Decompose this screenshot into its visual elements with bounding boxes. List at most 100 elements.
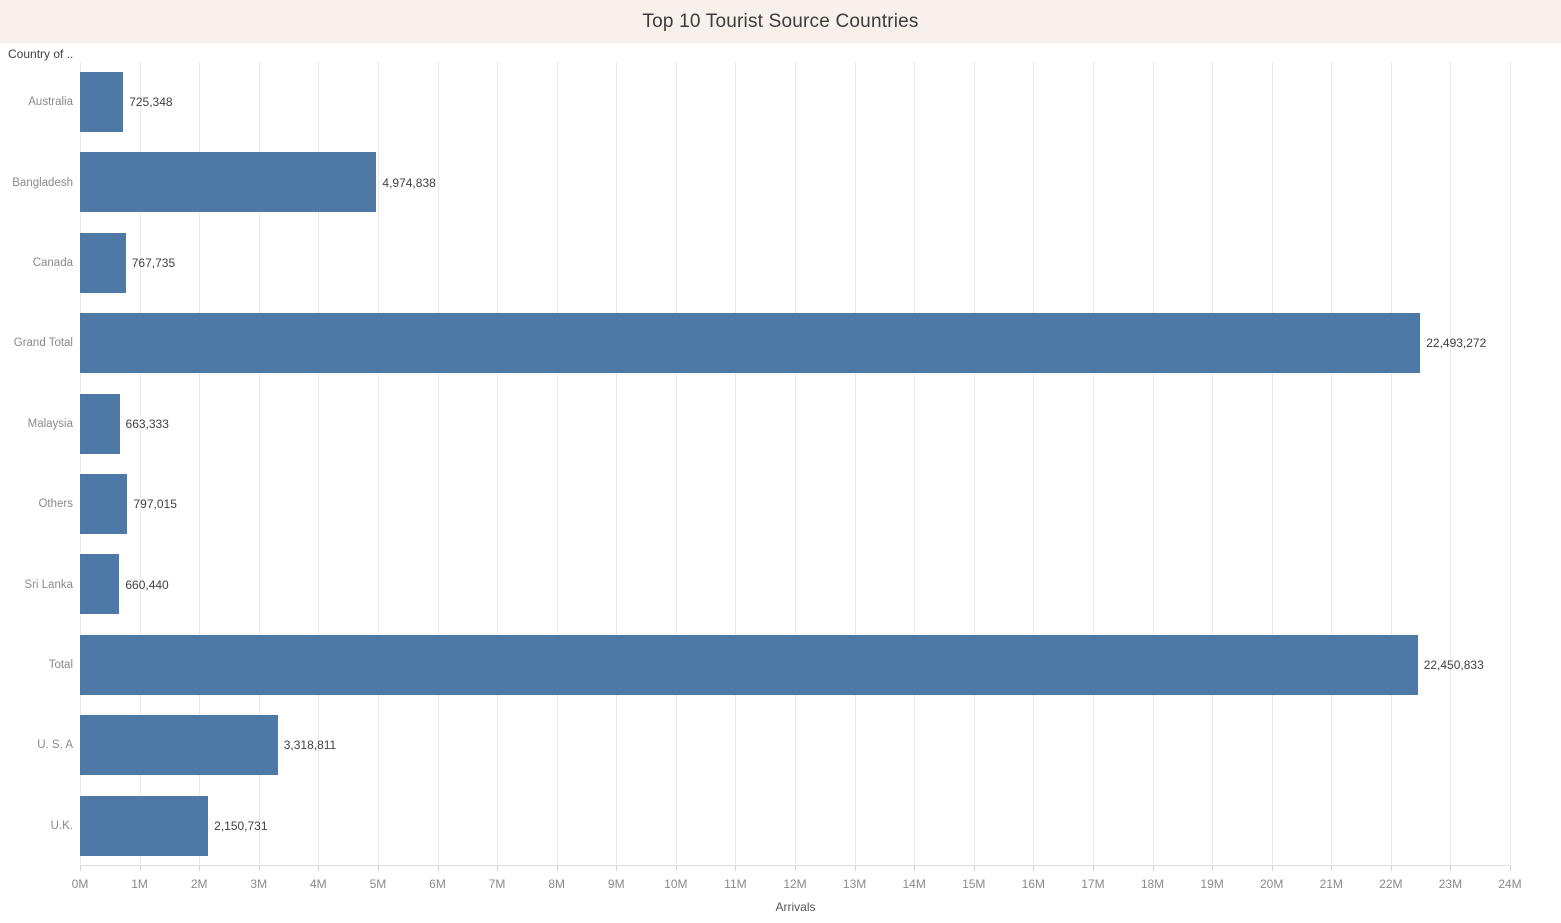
gridline xyxy=(1390,62,1392,865)
value-label: 725,348 xyxy=(129,95,173,110)
bar[interactable] xyxy=(80,554,120,615)
bar-row: U. S. A 3,318,811 xyxy=(37,705,1511,785)
bar[interactable] xyxy=(80,313,1421,374)
axis-tick-mark xyxy=(1152,866,1154,871)
axis-tick-mark xyxy=(1033,866,1035,871)
axis-tick-mark xyxy=(1510,866,1511,871)
x-tick-label: 14M xyxy=(902,877,926,891)
category-label[interactable]: U. S. A xyxy=(37,739,73,752)
bar[interactable] xyxy=(80,72,124,132)
bar[interactable] xyxy=(80,634,1418,695)
x-tick-label: 11M xyxy=(724,877,747,891)
bar[interactable] xyxy=(80,474,128,534)
x-axis-title: Arrivals xyxy=(775,900,816,914)
value-label: 2,150,731 xyxy=(214,818,268,833)
bar-row: Total 22,450,833 xyxy=(49,625,1511,705)
chart-title-bar: Top 10 Tourist Source Countries xyxy=(0,0,1561,43)
axis-tick-mark xyxy=(556,866,558,871)
x-tick-label: 9M xyxy=(607,877,625,891)
x-tick-label: 12M xyxy=(783,877,807,891)
axis-tick-mark xyxy=(199,866,201,871)
x-tick-label: 20M xyxy=(1259,877,1284,891)
x-tick-label: 0M xyxy=(71,877,89,891)
category-label[interactable]: Others xyxy=(38,498,73,511)
value-label: 797,015 xyxy=(133,497,177,512)
gridline xyxy=(616,62,618,865)
axis-tick-mark xyxy=(675,866,677,871)
x-tick-label: 1M xyxy=(131,877,148,891)
gridline xyxy=(1271,62,1273,865)
bar-row: Australia 725,348 xyxy=(28,62,1511,142)
category-label[interactable]: Canada xyxy=(32,256,73,269)
category-label[interactable]: Bangladesh xyxy=(12,176,73,189)
bar-row: Malaysia 663,333 xyxy=(28,384,1511,464)
chart-title: Top 10 Tourist Source Countries xyxy=(642,10,919,32)
gridline xyxy=(437,62,439,865)
x-tick-label: 7M xyxy=(488,877,506,891)
gridline xyxy=(1092,62,1094,865)
bar-row: Grand Total 22,493,272 xyxy=(14,303,1511,383)
gridline xyxy=(973,62,975,865)
axis-tick-mark xyxy=(854,866,856,871)
x-tick-label: 15M xyxy=(962,877,986,891)
category-label[interactable]: U.K. xyxy=(50,819,73,832)
x-tick-label: 21M xyxy=(1319,877,1343,891)
plot-area: Australia 725,348 Bangladesh 4,974,838 Canad… xyxy=(12,62,1511,871)
value-label: 663,333 xyxy=(125,416,169,431)
gridline xyxy=(1450,62,1452,865)
x-tick-label: 16M xyxy=(1021,877,1045,891)
gridline xyxy=(377,62,379,865)
axis-tick-mark xyxy=(1212,866,1214,871)
bar[interactable] xyxy=(80,152,377,213)
axis-tick-mark xyxy=(437,866,439,871)
x-tick-label: 4M xyxy=(309,877,327,891)
bar-row: Sri Lanka 660,440 xyxy=(24,544,1511,624)
x-tick-label: 2M xyxy=(190,877,208,891)
axis-tick-mark xyxy=(914,866,916,871)
gridline xyxy=(199,62,201,865)
x-tick-label: 5M xyxy=(369,877,387,891)
bar[interactable] xyxy=(80,232,126,293)
value-label: 22,450,833 xyxy=(1423,657,1484,672)
axis-tick-mark xyxy=(258,866,260,871)
value-label: 4,974,838 xyxy=(382,175,436,190)
gridline xyxy=(1331,62,1333,865)
axis-tick-mark xyxy=(1271,866,1273,871)
bar[interactable] xyxy=(80,393,120,454)
bar-row: Others 797,015 xyxy=(38,464,1511,544)
axis-tick-mark xyxy=(973,866,975,871)
gridline xyxy=(80,62,81,865)
value-label: 3,318,811 xyxy=(283,738,337,753)
category-label[interactable]: Total xyxy=(48,658,73,671)
value-label: 22,493,272 xyxy=(1426,336,1487,351)
gridline xyxy=(1152,62,1154,865)
bar-row: Bangladesh 4,974,838 xyxy=(12,142,1511,222)
x-tick-label: 23M xyxy=(1438,877,1463,891)
x-tick-label: 17M xyxy=(1081,877,1105,891)
category-label[interactable]: Grand Total xyxy=(13,337,73,350)
bar[interactable] xyxy=(80,715,278,776)
axis-tick-mark xyxy=(497,866,499,871)
axis-tick-mark xyxy=(616,866,618,871)
bar[interactable] xyxy=(80,795,209,856)
axis-tick-mark xyxy=(377,866,379,871)
gridline xyxy=(735,62,737,865)
gridline xyxy=(854,62,856,865)
axis-tick-mark xyxy=(1092,866,1094,871)
x-tick-label: 10M xyxy=(664,877,688,891)
gridline xyxy=(139,62,141,865)
gridline xyxy=(1033,62,1035,865)
gridline xyxy=(318,62,320,865)
axis-tick-mark xyxy=(80,866,81,871)
value-label: 660,440 xyxy=(125,577,169,592)
x-tick-label: 8M xyxy=(548,877,565,891)
category-label[interactable]: Sri Lanka xyxy=(24,578,73,591)
gridline xyxy=(675,62,677,865)
category-label[interactable]: Australia xyxy=(28,96,73,109)
x-tick-label: 22M xyxy=(1379,877,1403,891)
x-tick-label: 3M xyxy=(250,877,268,891)
y-axis-field-label[interactable]: Country of .. xyxy=(8,47,74,61)
x-tick-label: 6M xyxy=(429,877,446,891)
category-label[interactable]: Malaysia xyxy=(27,417,73,430)
gridline xyxy=(556,62,558,865)
